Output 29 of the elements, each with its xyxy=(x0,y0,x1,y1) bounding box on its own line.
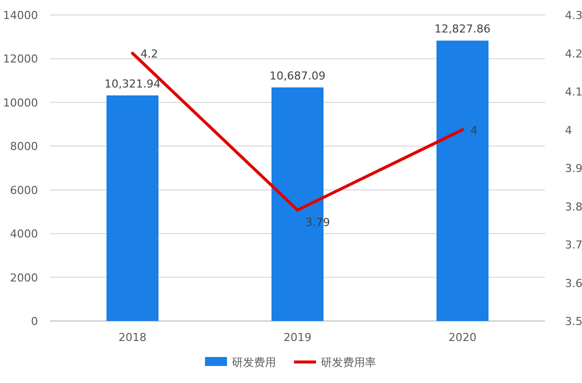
data-label: 10,321.94 xyxy=(104,77,160,90)
y2-tick-label: 4.3 xyxy=(565,9,582,22)
bar xyxy=(106,95,158,321)
y-tick-label: 8000 xyxy=(10,140,38,154)
y2-tick-label: 3.9 xyxy=(565,162,582,175)
y-tick-label: 10000 xyxy=(3,96,38,110)
y-tick-label: 6000 xyxy=(10,184,38,197)
data-label: 4.2 xyxy=(140,47,158,60)
y-tick-label: 12000 xyxy=(3,52,38,66)
y-tick-label: 2000 xyxy=(10,271,38,284)
legend-label: 研发费用 xyxy=(232,356,276,369)
x-tick-label: 2019 xyxy=(284,331,312,344)
bar xyxy=(436,40,488,321)
y2-tick-label: 3.8 xyxy=(565,200,582,214)
data-label: 4 xyxy=(470,124,478,137)
y2-tick-label: 4.2 xyxy=(565,47,582,60)
y-tick-label: 0 xyxy=(31,315,38,328)
x-tick-label: 2020 xyxy=(448,331,476,344)
y2-tick-label: 3.7 xyxy=(565,238,582,252)
y2-tick-label: 3.6 xyxy=(565,276,582,290)
y2-tick-label: 4 xyxy=(565,124,572,137)
y-tick-label: 4000 xyxy=(10,228,38,241)
x-tick-label: 2018 xyxy=(118,331,146,344)
legend-label: 研发费用率 xyxy=(321,356,376,369)
data-label: 10,687.09 xyxy=(270,69,326,82)
data-label: 12,827.86 xyxy=(434,22,490,36)
y-tick-label: 14000 xyxy=(3,9,38,22)
y2-tick-label: 4.1 xyxy=(565,86,582,98)
y2-tick-label: 3.5 xyxy=(565,315,582,328)
